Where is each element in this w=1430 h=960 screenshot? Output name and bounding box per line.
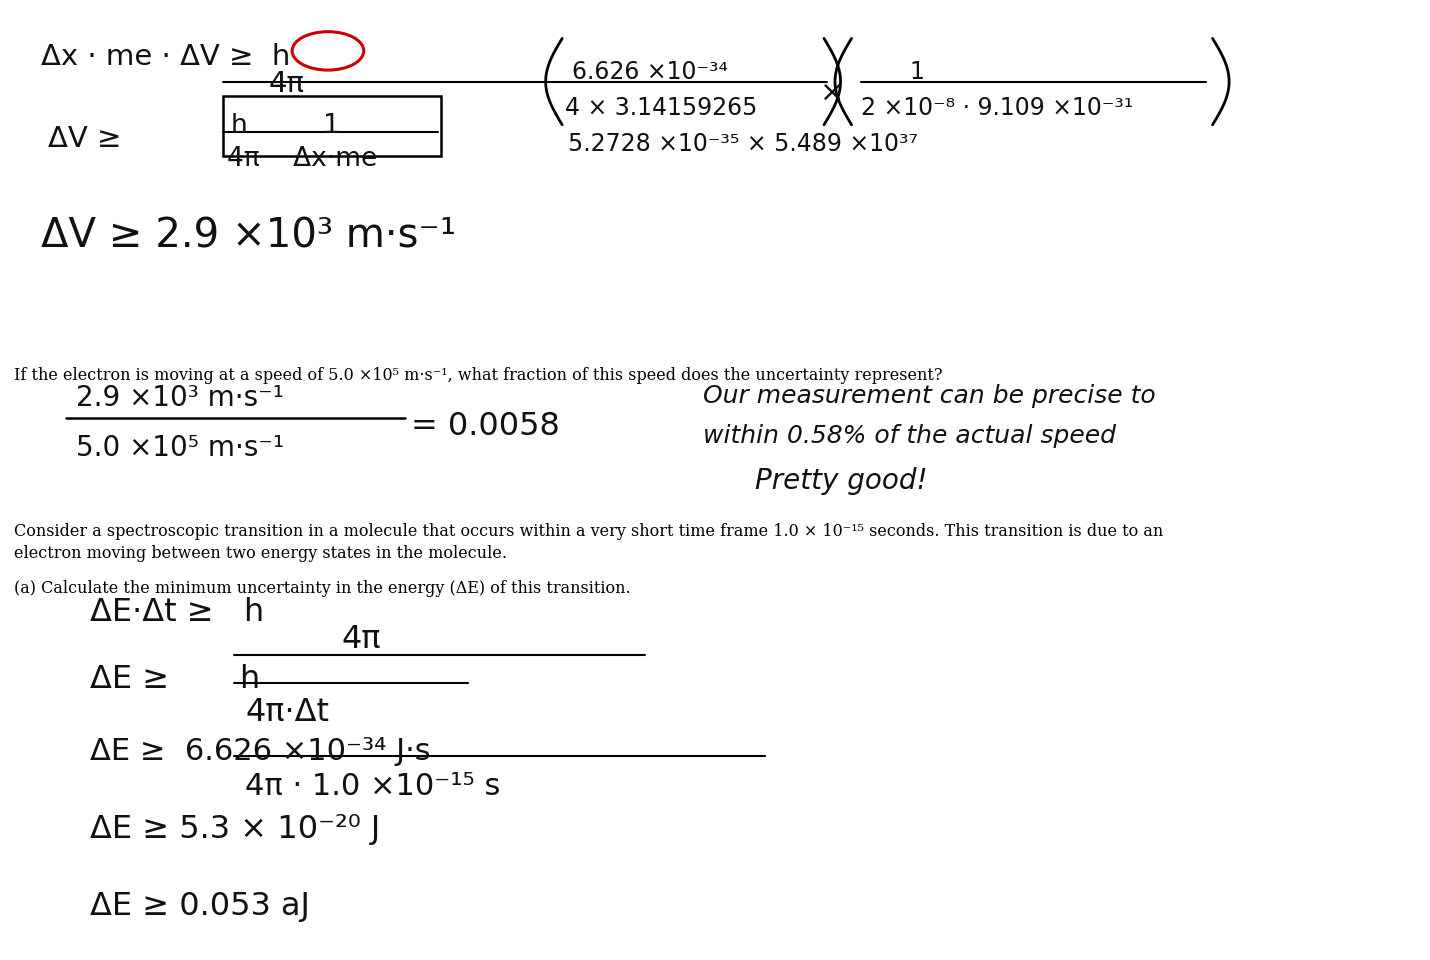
Text: 2 ×10⁻⁸ · 9.109 ×10⁻³¹: 2 ×10⁻⁸ · 9.109 ×10⁻³¹ xyxy=(861,96,1134,120)
Text: Consider a spectroscopic transition in a molecule that occurs within a very shor: Consider a spectroscopic transition in a… xyxy=(14,523,1163,540)
Text: ΔE ≥ 5.3 × 10⁻²⁰ J: ΔE ≥ 5.3 × 10⁻²⁰ J xyxy=(90,814,380,845)
Text: ΔE ≥  6.626 ×10⁻³⁴ J·s: ΔE ≥ 6.626 ×10⁻³⁴ J·s xyxy=(90,737,430,766)
Text: 4π    Δx·me: 4π Δx·me xyxy=(227,146,378,172)
Text: 4 × 3.14159265: 4 × 3.14159265 xyxy=(565,96,758,120)
Text: (a) Calculate the minimum uncertainty in the energy (ΔE) of this transition.: (a) Calculate the minimum uncertainty in… xyxy=(14,580,631,597)
Text: electron moving between two energy states in the molecule.: electron moving between two energy state… xyxy=(14,545,506,563)
Text: ΔE·Δt ≥   h: ΔE·Δt ≥ h xyxy=(90,597,263,628)
Text: = 0.0058: = 0.0058 xyxy=(410,411,559,442)
Text: 4π: 4π xyxy=(342,624,382,655)
Text: 2.9 ×10³ m·s⁻¹: 2.9 ×10³ m·s⁻¹ xyxy=(76,384,283,412)
Text: ΔV ≥: ΔV ≥ xyxy=(49,125,122,153)
Text: 4π: 4π xyxy=(269,70,305,98)
Text: 4π · 1.0 ×10⁻¹⁵ s: 4π · 1.0 ×10⁻¹⁵ s xyxy=(246,772,500,801)
Text: Our measurement can be precise to: Our measurement can be precise to xyxy=(702,384,1155,408)
Text: within 0.58% of the actual speed: within 0.58% of the actual speed xyxy=(702,424,1115,448)
Text: ΔE ≥ 0.053 aJ: ΔE ≥ 0.053 aJ xyxy=(90,891,309,922)
Text: 5.2728 ×10⁻³⁵ × 5.489 ×10³⁷: 5.2728 ×10⁻³⁵ × 5.489 ×10³⁷ xyxy=(568,132,918,156)
Text: 5.0 ×10⁵ m·s⁻¹: 5.0 ×10⁵ m·s⁻¹ xyxy=(76,434,285,462)
Text: ΔE ≥       h: ΔE ≥ h xyxy=(90,664,260,695)
Text: Pretty good!: Pretty good! xyxy=(755,467,928,494)
Text: ΔV ≥ 2.9 ×10³ m·s⁻¹: ΔV ≥ 2.9 ×10³ m·s⁻¹ xyxy=(41,216,456,256)
Text: 6.626 ×10⁻³⁴: 6.626 ×10⁻³⁴ xyxy=(572,60,728,84)
Text: ×: × xyxy=(819,79,844,107)
Text: Δx · me · ΔV ≥  h: Δx · me · ΔV ≥ h xyxy=(41,43,290,71)
Text: h         1: h 1 xyxy=(232,113,340,139)
Text: 4π·Δt: 4π·Δt xyxy=(246,697,329,728)
Text: 1: 1 xyxy=(909,60,924,84)
Text: If the electron is moving at a speed of 5.0 ×10⁵ m·s⁻¹, what fraction of this sp: If the electron is moving at a speed of … xyxy=(14,367,942,384)
